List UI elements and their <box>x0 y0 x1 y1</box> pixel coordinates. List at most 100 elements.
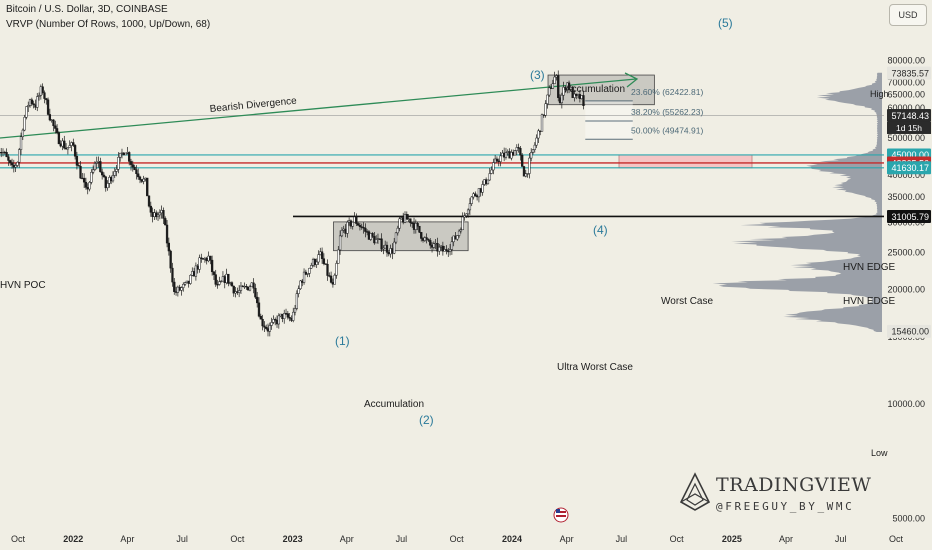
candle-body <box>21 129 24 137</box>
candle <box>219 280 223 283</box>
candle-body <box>364 227 367 232</box>
candle-body <box>292 311 295 321</box>
candle-body <box>506 151 509 153</box>
candle-body <box>456 235 459 240</box>
candle <box>171 262 174 287</box>
candle <box>36 92 39 112</box>
candle <box>48 108 52 122</box>
candle-body <box>63 140 66 149</box>
candle-body <box>174 291 178 293</box>
candle-body <box>55 128 59 133</box>
candle-body <box>459 229 463 232</box>
candle-body <box>238 290 241 293</box>
wave-label: (4) <box>593 223 608 237</box>
candle <box>5 148 8 158</box>
candle <box>495 156 499 163</box>
candle-body <box>167 242 171 252</box>
hvn-lower-price-tag: 41630.17 <box>887 161 931 175</box>
candle <box>173 278 176 295</box>
indicator-legend[interactable]: VRVP (Number Of Rows, 1000, Up/Down, 68) <box>6 19 211 30</box>
candle-body <box>522 166 526 177</box>
candle-body <box>412 222 416 230</box>
candle <box>499 152 502 167</box>
candle-body <box>286 313 289 318</box>
candle <box>256 291 259 308</box>
candle <box>21 128 24 141</box>
candles[interactable] <box>0 70 585 337</box>
candle <box>369 232 372 241</box>
candle-body <box>183 282 187 285</box>
candle-body <box>420 232 423 239</box>
candle-body <box>490 169 493 174</box>
candle <box>562 81 565 101</box>
candle-body <box>218 281 221 285</box>
candle <box>274 317 277 326</box>
candle <box>250 282 253 288</box>
x-tick-label: Oct <box>11 534 26 544</box>
candle-body <box>353 216 356 223</box>
candle <box>528 153 531 179</box>
candle-body <box>131 164 134 168</box>
candle <box>61 138 64 151</box>
candle <box>438 243 441 255</box>
candle <box>472 192 475 200</box>
candle-body <box>228 282 232 284</box>
candle-body <box>436 242 439 252</box>
accumulation-bottom-label: Accumulation <box>364 399 424 410</box>
candle <box>353 212 356 223</box>
candle-body <box>409 218 412 224</box>
x-tick-label: Apr <box>120 534 134 544</box>
candle <box>189 274 192 285</box>
candle <box>567 80 571 94</box>
candle <box>542 114 545 118</box>
candle <box>306 273 309 278</box>
candle-body <box>434 242 437 245</box>
candle <box>333 273 336 285</box>
candle-body <box>140 179 143 182</box>
candle <box>185 280 189 284</box>
candle-body <box>59 143 62 147</box>
candle-body <box>297 288 300 294</box>
candle <box>387 250 390 257</box>
candle <box>221 271 225 282</box>
candle-body <box>425 237 428 240</box>
candle-body <box>120 152 124 154</box>
candle-body <box>340 230 344 237</box>
candle <box>207 251 210 263</box>
candle <box>137 168 140 180</box>
annotation-labels: Bearish DivergenceAccumulationAccumulati… <box>0 16 896 523</box>
candle-body <box>185 280 189 283</box>
currency-button[interactable]: USD <box>889 4 927 26</box>
candle-body <box>328 275 331 277</box>
candle-body <box>212 271 216 275</box>
candle-body <box>256 296 259 304</box>
candle-body <box>126 152 129 154</box>
candle-body <box>268 325 271 332</box>
candle-body <box>210 259 214 273</box>
candle <box>191 267 194 277</box>
candle <box>133 164 136 171</box>
candle-body <box>393 241 396 254</box>
price-tag-bg <box>887 66 931 80</box>
candle <box>470 196 473 207</box>
candle <box>7 154 10 166</box>
candle-body <box>535 137 538 146</box>
candle-body <box>378 238 381 240</box>
candle-body <box>308 267 311 274</box>
candle <box>477 188 481 203</box>
candle-body <box>176 286 180 293</box>
candle <box>540 113 544 132</box>
candle-body <box>521 154 524 167</box>
candle <box>355 213 358 227</box>
candle <box>526 173 529 178</box>
candle <box>59 140 62 148</box>
candle <box>34 99 37 111</box>
candle-body <box>110 177 113 182</box>
candle <box>50 119 53 123</box>
candle-body <box>164 218 167 226</box>
candle <box>183 281 187 287</box>
candle <box>97 156 100 168</box>
candle-body <box>57 132 61 145</box>
candle <box>227 273 230 287</box>
